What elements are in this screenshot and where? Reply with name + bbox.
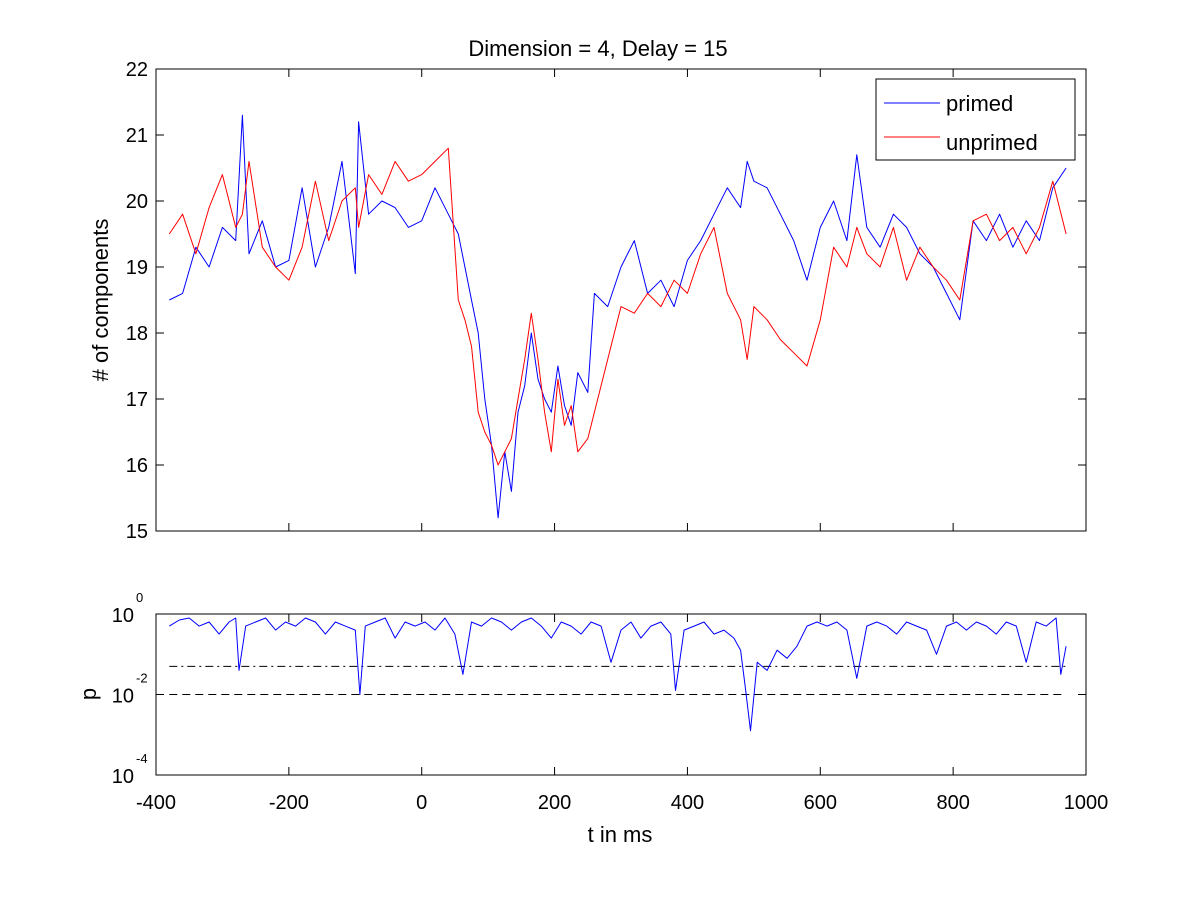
top-plot: 15 16 17 18 19 20 21 22 Dimension = 4, Delay = … bbox=[88, 36, 1087, 543]
bottom-series-layer bbox=[169, 617, 1067, 732]
top-ytick-label: 15 bbox=[126, 521, 148, 543]
bottom-ytick-exponent: 0 bbox=[136, 590, 143, 605]
bottom-y-axis-label: p bbox=[76, 688, 101, 700]
x-axis-label: t in ms bbox=[588, 822, 653, 847]
reference-lines bbox=[169, 665, 1067, 695]
legend-box bbox=[875, 78, 1076, 161]
bottom-ytick-base: 10 bbox=[112, 605, 134, 627]
x-tick-label: 800 bbox=[936, 792, 969, 814]
top-plot-frame bbox=[155, 68, 1087, 532]
top-series-layer bbox=[168, 114, 1067, 519]
top-ytick-label: 16 bbox=[126, 455, 148, 477]
top-ytick-label: 17 bbox=[126, 389, 148, 411]
bottom-xtick-labels: -400 -200 0 200 400 600 800 1000 bbox=[136, 792, 1108, 814]
legend: primed unprimed bbox=[875, 78, 1076, 161]
bottom-ytick-exponent: -2 bbox=[136, 671, 148, 686]
x-tick-label: 600 bbox=[804, 792, 837, 814]
p-value-line bbox=[169, 617, 1067, 732]
top-ytick-label: 21 bbox=[126, 125, 148, 147]
top-y-axis-label: # of components bbox=[88, 219, 113, 382]
top-ytick-label: 19 bbox=[126, 257, 148, 279]
top-ticks bbox=[155, 68, 1087, 532]
bottom-ytick-base: 10 bbox=[112, 686, 134, 708]
top-ytick-label: 18 bbox=[126, 323, 148, 345]
bottom-ytick-label: 10-2 bbox=[112, 671, 148, 708]
x-tick-label: 0 bbox=[416, 792, 427, 814]
x-tick-label: 400 bbox=[671, 792, 704, 814]
bottom-ytick-label: 100 bbox=[112, 590, 143, 627]
bottom-ytick-label: 10-4 bbox=[112, 751, 148, 788]
top-ytick-labels: 15 16 17 18 19 20 21 22 bbox=[126, 59, 148, 543]
top-ytick-label: 22 bbox=[126, 59, 148, 81]
legend-primed-label: primed bbox=[946, 91, 1013, 116]
legend-unprimed-label: unprimed bbox=[946, 130, 1038, 155]
x-tick-label: 200 bbox=[538, 792, 571, 814]
x-tick-label: -200 bbox=[269, 792, 309, 814]
bottom-ytick-exponent: -4 bbox=[136, 751, 148, 766]
bottom-plot-background bbox=[156, 614, 1086, 775]
series-line-unprimed bbox=[168, 147, 1067, 466]
chart-title: Dimension = 4, Delay = 15 bbox=[468, 36, 727, 61]
x-tick-label: 1000 bbox=[1064, 792, 1109, 814]
bottom-ticks bbox=[155, 613, 1087, 776]
x-tick-label: -400 bbox=[136, 792, 176, 814]
bottom-ytick-base: 10 bbox=[112, 766, 134, 788]
top-ytick-label: 20 bbox=[126, 191, 148, 213]
